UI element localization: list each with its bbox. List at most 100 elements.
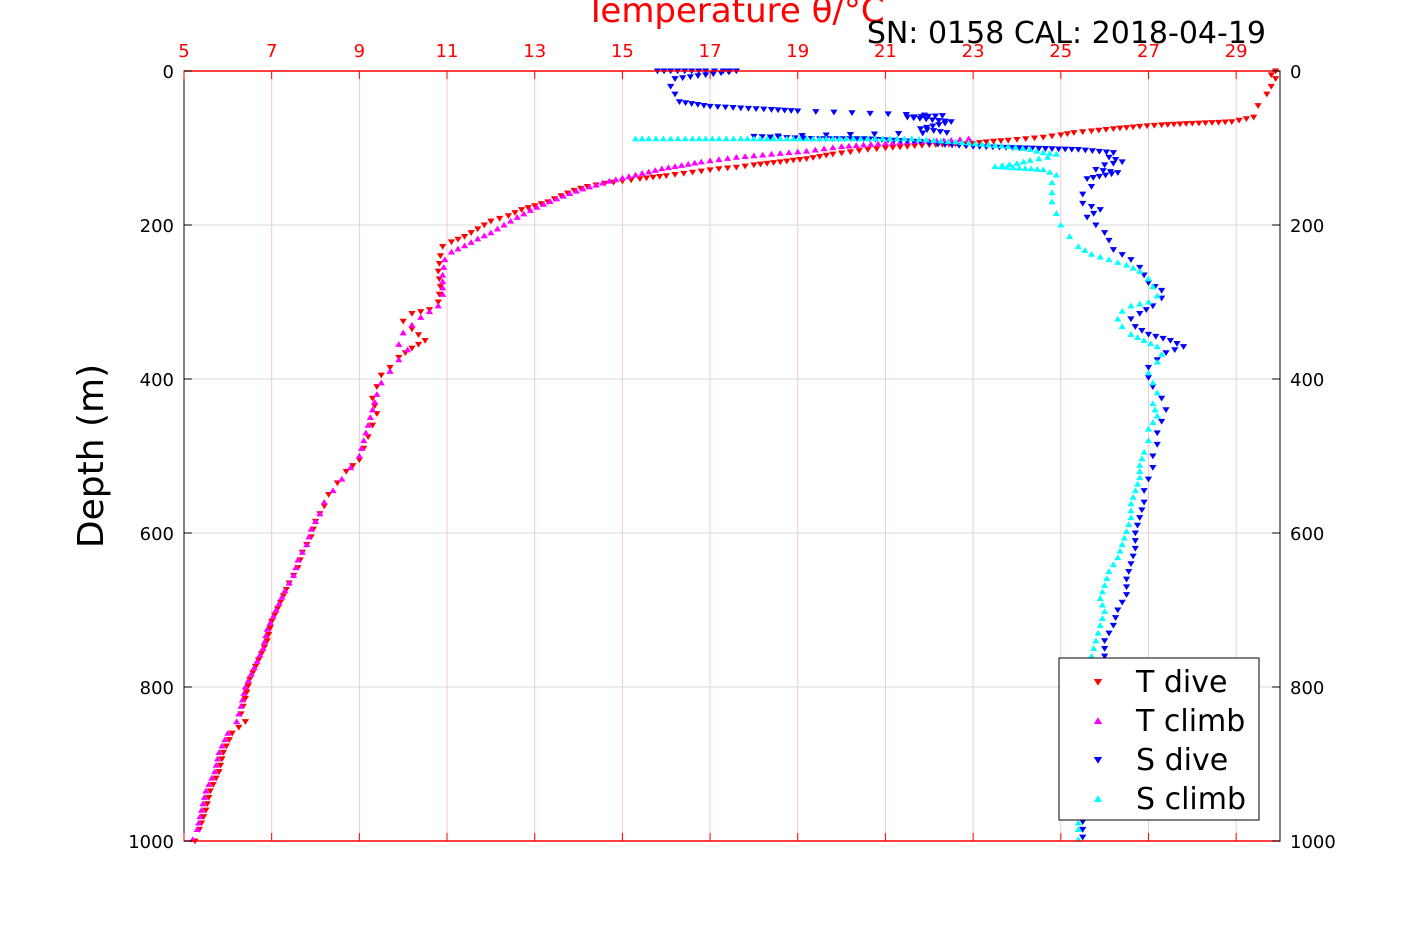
data-point [679,75,687,81]
data-point [1039,134,1047,141]
data-point [1079,200,1087,207]
data-point [225,737,233,743]
legend-items: T dive T climb S dive S climb [1093,665,1246,817]
data-point [1044,154,1052,160]
data-point [218,742,226,749]
data-point [715,166,723,173]
data-point [829,135,837,142]
data-point [373,411,381,417]
data-point [307,525,315,532]
data-point [947,119,955,126]
data-point [864,147,872,153]
data-point [212,775,220,782]
data-point [1109,561,1118,568]
data-point [1158,287,1166,294]
data-point [507,217,515,224]
data-point [732,154,740,160]
data-point [989,138,998,145]
x-tick-label: 15 [611,41,634,62]
data-point [1131,487,1139,494]
data-point [377,379,385,386]
data-point [1098,601,1107,608]
data-point [796,157,804,163]
data-point [1039,166,1047,173]
data-point [1129,553,1137,560]
data-point [1131,530,1139,537]
data-point [1158,122,1166,129]
data-point [1087,204,1096,210]
data-point [1090,210,1098,217]
data-point [1127,331,1135,337]
data-point [998,142,1006,149]
data-point [1083,176,1091,183]
data-point [303,541,311,548]
data-point [965,139,973,146]
data-point [592,181,600,188]
data-point [684,160,692,167]
data-point [671,91,679,98]
data-point [944,138,952,144]
data-point [937,137,945,144]
data-point [667,135,675,142]
data-point [599,179,607,186]
data-point [1090,645,1098,652]
data-point [1272,76,1280,82]
data-point [1140,337,1148,344]
data-point [1127,316,1135,323]
data-point [241,683,249,690]
data-point [263,638,271,645]
data-point [741,153,749,159]
data-point [889,144,897,151]
data-point [1092,167,1100,173]
data-point [439,284,447,291]
data-point [266,625,274,632]
data-point [809,135,817,142]
data-point [1144,437,1153,444]
data-point [342,468,350,475]
data-point [1138,327,1146,334]
data-point [721,104,730,111]
data-point [750,152,758,159]
data-point [1133,480,1142,487]
data-point [338,475,346,482]
legend: T dive T climb S dive S climb [1058,657,1260,821]
data-point [706,157,714,164]
data-point [399,318,407,325]
data-point [1083,214,1091,221]
data-point [1114,554,1122,561]
data-point [281,587,289,594]
data-point [1158,395,1166,402]
data-point [930,137,938,143]
data-point [1136,267,1144,274]
data-point [214,755,222,762]
data-point [1099,168,1107,174]
data-point [750,162,758,169]
data-point [1173,341,1181,347]
data-point [211,768,219,775]
x-tick-label: 7 [266,41,277,62]
data-point [244,683,252,689]
x-tick-label: 23 [962,41,985,62]
data-point [199,800,207,807]
data-point [871,135,879,142]
data-point [941,120,949,127]
data-point [822,152,830,159]
data-point [859,141,868,148]
legend-entry: S dive [1093,743,1228,778]
data-point [1074,819,1082,826]
data-point [802,135,811,142]
data-point [1152,333,1160,340]
data-point [991,142,999,148]
y-tick-label-right: 200 [1290,216,1324,237]
data-point [743,135,751,142]
data-point [767,106,776,113]
data-point [809,155,817,161]
data-point [852,142,860,148]
data-point [884,111,892,118]
data-point [377,372,385,379]
data-point [386,364,394,371]
data-point [776,150,784,156]
data-point [371,398,379,405]
data-point [1136,264,1144,271]
